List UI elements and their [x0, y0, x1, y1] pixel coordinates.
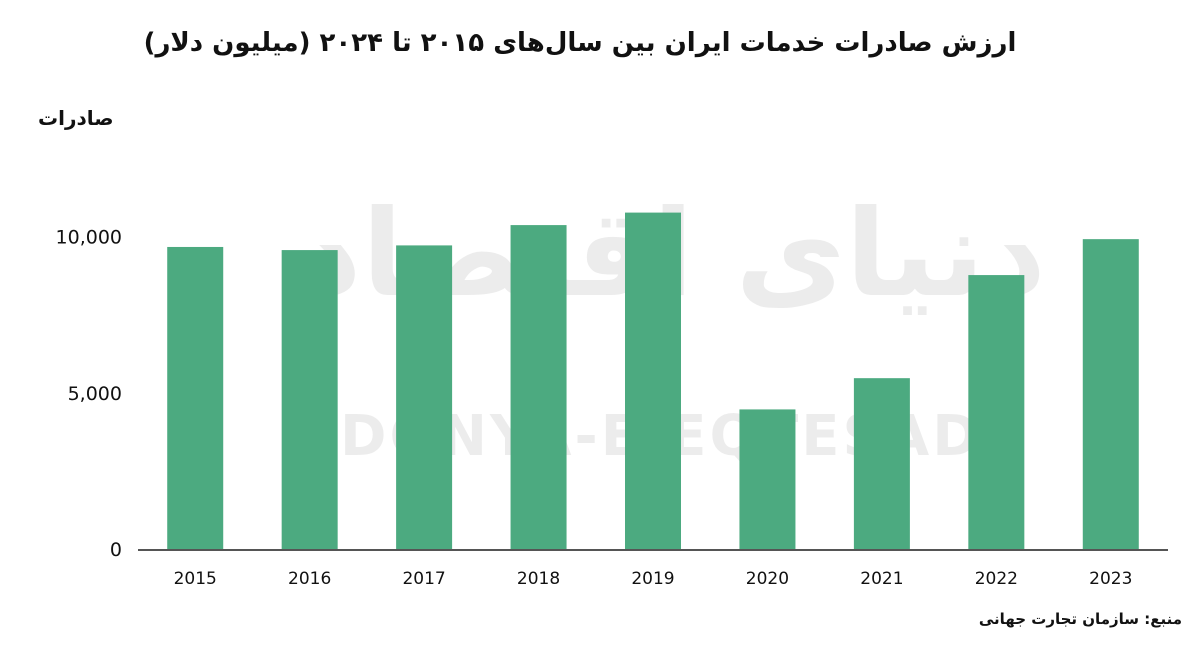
y-tick-label-10000: 10,000 — [56, 227, 122, 249]
x-tick-label-2017: 2017 — [402, 569, 445, 589]
x-tick-label-2023: 2023 — [1089, 569, 1132, 589]
bar-2017 — [396, 245, 453, 550]
x-tick-label-2021: 2021 — [860, 569, 903, 589]
bar-2015 — [167, 246, 224, 550]
y-axis-label: صادرات — [38, 106, 114, 130]
bar-2016 — [281, 250, 338, 550]
x-tick-label-2022: 2022 — [975, 569, 1018, 589]
bar-2018 — [510, 225, 567, 550]
bar-2019 — [625, 212, 681, 550]
bar-2022 — [968, 275, 1025, 550]
y-tick-label-5000: 5,000 — [68, 383, 122, 405]
x-tick-label-2015: 2015 — [174, 569, 217, 589]
x-tick-label-2016: 2016 — [288, 569, 331, 589]
x-tick-label-2020: 2020 — [746, 569, 789, 589]
x-tick-label-2019: 2019 — [631, 569, 674, 589]
bar-2021 — [853, 378, 910, 550]
bar-2020 — [739, 409, 796, 550]
y-tick-label-0: 0 — [110, 539, 122, 561]
source-note: منبع: سازمان تجارت جهانی — [978, 610, 1182, 628]
x-tick-label-2018: 2018 — [517, 569, 560, 589]
chart-title: ارزش صادرات خدمات ایران بین سال‌های ۲۰۱۵… — [143, 28, 1017, 58]
bar-2023 — [1082, 239, 1139, 551]
